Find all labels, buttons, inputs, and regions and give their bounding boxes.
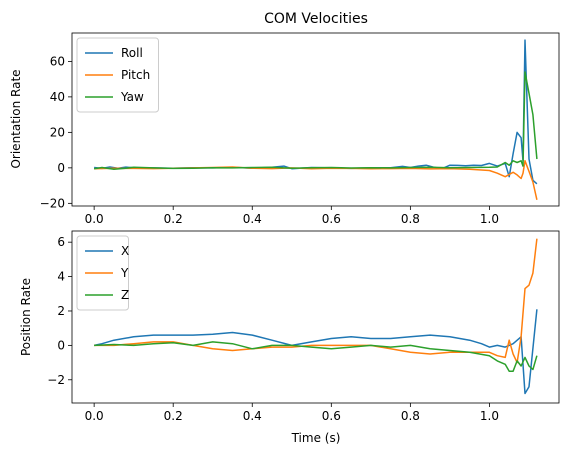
y-tick-label: 4 — [57, 270, 65, 284]
x-tick-label: 1.0 — [480, 212, 499, 226]
legend-label: Pitch — [121, 68, 150, 82]
legend-label: Y — [120, 266, 129, 280]
x-tick-label: 0.0 — [85, 409, 104, 423]
y-axis-label-orientation: Orientation Rate — [9, 69, 23, 168]
legend-label: Z — [121, 288, 129, 302]
x-tick-label: 0.2 — [164, 212, 183, 226]
chart-title: COM Velocities — [264, 11, 368, 27]
position-rate-axes: 0.0 0.2 0.4 0.6 0.8 1.0 −2 0 2 4 6 XYZ — [47, 230, 560, 423]
series-line-roll — [94, 39, 538, 185]
legend-label: Roll — [121, 46, 143, 60]
x-axis-label: Time (s) — [291, 431, 341, 445]
y-tick-label: 0 — [57, 338, 65, 352]
legend: Roll Pitch Yaw — [76, 37, 159, 113]
legend: XYZ — [76, 235, 129, 311]
y-tick-label: 0 — [57, 161, 65, 175]
y-tick-label: 40 — [50, 90, 65, 104]
legend-label: Yaw — [120, 90, 144, 104]
series-line-pitch — [94, 160, 538, 200]
y-tick-label: 6 — [57, 235, 65, 249]
y-axis-label-position: Position Rate — [19, 278, 33, 356]
series-line-x — [93, 309, 538, 395]
x-tick-label: 0.8 — [401, 212, 420, 226]
x-tick-label: 0.4 — [243, 409, 262, 423]
series-line-yaw — [93, 71, 538, 171]
axes-frame — [71, 32, 560, 207]
x-tick-label: 0.0 — [85, 212, 104, 226]
x-tick-label: 0.2 — [164, 409, 183, 423]
y-tick-label: 20 — [50, 125, 65, 139]
x-tick-label: 0.4 — [243, 212, 262, 226]
axes-frame — [71, 230, 560, 404]
series-line-z — [94, 341, 538, 372]
x-tick-label: 0.8 — [401, 409, 420, 423]
y-tick-label: −20 — [40, 196, 65, 210]
orientation-rate-axes: 0.0 0.2 0.4 0.6 0.8 1.0 −20 0 20 40 60 Roll Pitch Yaw — [40, 32, 560, 226]
y-tick-label: 60 — [50, 54, 65, 68]
x-tick-label: 0.6 — [322, 409, 341, 423]
x-tick-label: 1.0 — [480, 409, 499, 423]
x-tick-label: 0.6 — [322, 212, 341, 226]
y-tick-label: −2 — [47, 373, 65, 387]
legend-label: X — [121, 244, 129, 258]
legend-box — [76, 37, 159, 113]
y-tick-label: 2 — [57, 304, 65, 318]
